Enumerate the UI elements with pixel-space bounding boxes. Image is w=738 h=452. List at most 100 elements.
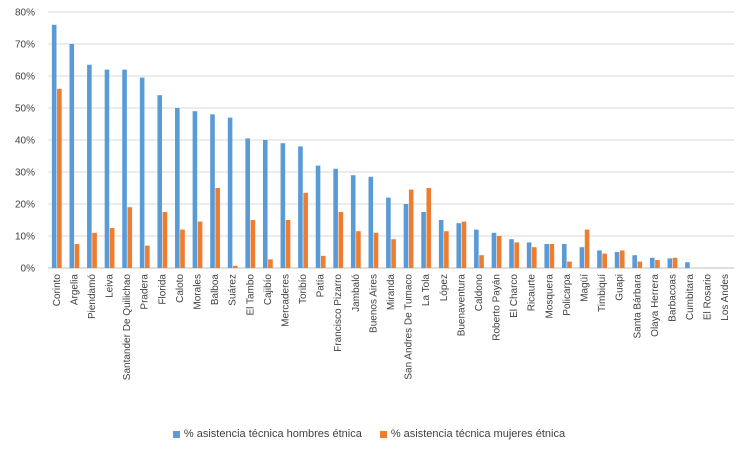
bar-mujeres xyxy=(532,247,537,268)
bar-mujeres xyxy=(444,231,449,268)
bar-mujeres xyxy=(549,244,555,268)
x-tick-label: Roberto Payán xyxy=(492,274,503,341)
bar-hombres xyxy=(227,117,233,268)
bar-hombres xyxy=(632,255,637,268)
bar-hombres xyxy=(69,44,75,268)
bar-mujeres xyxy=(514,242,520,268)
bar-hombres xyxy=(333,168,338,268)
bar-mujeres xyxy=(74,244,80,268)
bar-mujeres xyxy=(373,232,379,268)
bar-mujeres xyxy=(672,257,678,268)
y-tick-label: 30% xyxy=(15,168,35,179)
x-tick-label: Patía xyxy=(316,274,327,298)
legend-swatch-mujeres xyxy=(379,430,387,438)
bar-hombres xyxy=(350,175,356,268)
bar-mujeres xyxy=(57,88,62,268)
bar-mujeres xyxy=(127,207,133,268)
x-tick-label: Toribío xyxy=(298,274,309,304)
x-tick-label: Florida xyxy=(157,274,168,305)
x-tick-label: Mercaderes xyxy=(280,274,291,327)
bar-hombres xyxy=(509,239,514,268)
x-tick-label: El Rosario xyxy=(703,274,714,321)
bar-hombres xyxy=(438,220,444,268)
bar-mujeres xyxy=(356,231,361,268)
bar-hombres xyxy=(51,24,57,268)
bar-hombres xyxy=(526,242,532,268)
y-tick-label: 10% xyxy=(15,232,35,243)
y-tick-label: 70% xyxy=(15,40,35,51)
bar-mujeres xyxy=(92,232,97,268)
bar-hombres xyxy=(157,95,163,268)
x-tick-label: El Charco xyxy=(509,274,520,318)
bar-mujeres xyxy=(338,212,344,268)
bar-hombres xyxy=(192,111,198,268)
bar-mujeres xyxy=(232,265,238,268)
x-tick-label: Santander De Quilichao xyxy=(122,274,133,381)
bar-hombres xyxy=(561,244,567,268)
bar-hombres xyxy=(667,258,673,268)
x-tick-label: Francisco Pizarro xyxy=(333,274,344,352)
x-tick-label: Guapi xyxy=(615,274,626,301)
x-tick-label: Ricaurte xyxy=(527,274,538,312)
y-tick-label: 60% xyxy=(15,72,35,83)
legend: % asistencia técnica hombres étnica % as… xyxy=(0,428,738,440)
bar-mujeres xyxy=(250,220,256,268)
x-tick-label: Los Andes xyxy=(720,274,731,321)
x-tick-label: Buenaventura xyxy=(456,274,467,337)
x-tick-label: Policarpa xyxy=(562,274,573,316)
bar-hombres xyxy=(298,146,303,268)
bar-hombres xyxy=(614,252,620,268)
bar-mujeres xyxy=(197,221,203,268)
x-tick-label: Miranda xyxy=(386,274,397,311)
bar-mujeres xyxy=(496,236,502,268)
bar-hombres xyxy=(456,223,462,268)
bar-hombres xyxy=(579,247,585,268)
bar-mujeres xyxy=(619,250,625,268)
legend-item-mujeres: % asistencia técnica mujeres étnica xyxy=(379,428,566,440)
bar-mujeres xyxy=(461,221,467,268)
x-tick-label: Buenos Aires xyxy=(368,274,379,333)
x-tick-label: Argelia xyxy=(69,274,80,306)
bar-mujeres xyxy=(655,260,660,268)
x-tick-label: San Andres De Tumaco xyxy=(404,274,415,380)
x-tick-label: La Tola xyxy=(421,274,432,307)
bar-hombres xyxy=(122,69,127,268)
legend-swatch-hombres xyxy=(172,430,180,438)
x-tick-label: Santa Bárbara xyxy=(632,274,643,339)
bar-mujeres xyxy=(479,255,484,268)
x-tick-label: Leiva xyxy=(105,274,116,298)
bar-mujeres xyxy=(584,229,590,268)
bar-mujeres xyxy=(268,259,273,268)
bar-hombres xyxy=(368,176,374,268)
y-tick-label: 0% xyxy=(21,264,36,275)
bar-mujeres xyxy=(215,188,221,268)
x-tick-label: Suárez xyxy=(228,274,239,306)
x-tick-label: Magüí xyxy=(579,274,590,302)
y-tick-label: 80% xyxy=(15,8,35,19)
x-tick-label: Caloto xyxy=(175,274,186,303)
category-labels: Corinto Argelia Piendamó Leiva Santander De … xyxy=(52,274,731,381)
bar-hombres xyxy=(315,165,321,268)
bar-hombres xyxy=(474,229,479,268)
bar-mujeres xyxy=(303,192,308,268)
bar-hombres xyxy=(139,77,145,268)
bar-mujeres xyxy=(320,255,326,268)
legend-label-hombres: % asistencia técnica hombres étnica xyxy=(183,428,362,440)
bar-hombres xyxy=(175,108,180,268)
bar-hombres xyxy=(280,143,286,268)
x-tick-label: Jambaló xyxy=(351,274,362,312)
bar-hombres xyxy=(544,244,550,268)
y-tick-label: 50% xyxy=(15,104,35,115)
bar-mujeres xyxy=(180,229,185,268)
bar-mujeres xyxy=(602,253,607,268)
legend-label-mujeres: % asistencia técnica mujeres étnica xyxy=(390,428,566,440)
x-tick-label: Timbiquí xyxy=(597,274,608,312)
bar-hombres xyxy=(210,114,215,269)
y-tick-label: 40% xyxy=(15,136,35,147)
bar-mujeres xyxy=(637,261,643,268)
bar-mujeres xyxy=(426,188,432,268)
x-tick-label: Caldono xyxy=(474,274,485,312)
bar-hombres xyxy=(685,262,690,268)
x-tick-label: Barbacoas xyxy=(667,274,678,322)
